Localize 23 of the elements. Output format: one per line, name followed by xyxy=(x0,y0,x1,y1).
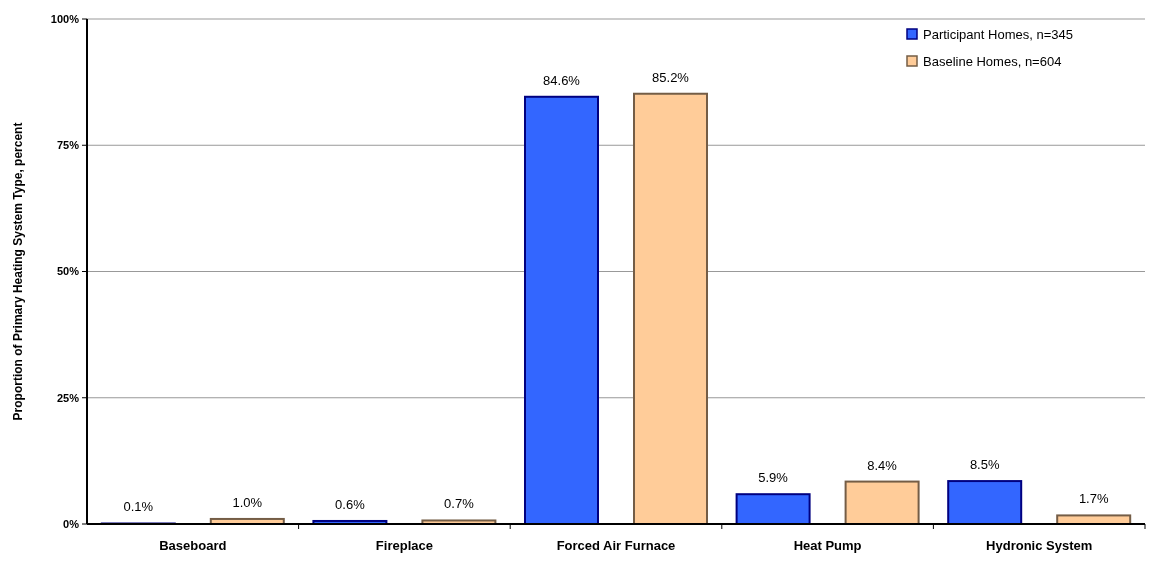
x-tick-label: Hydronic System xyxy=(986,538,1093,553)
data-label: 0.7% xyxy=(444,496,475,512)
data-label: 1.0% xyxy=(232,494,263,510)
data-label: 1.7% xyxy=(1078,491,1109,507)
data-label: 5.9% xyxy=(758,470,789,486)
data-label: 85.2% xyxy=(652,69,690,85)
y-tick-label: 0% xyxy=(63,517,80,530)
y-tick-label: 25% xyxy=(56,391,80,404)
x-tick-label: Baseboard xyxy=(159,538,227,553)
x-tick-label: Forced Air Furnace xyxy=(556,538,676,553)
legend-label: Baseline Homes, n=604 xyxy=(923,53,1062,69)
data-label: 8.5% xyxy=(969,457,1000,473)
y-tick-label: 100% xyxy=(50,12,80,25)
data-label: 0.6% xyxy=(335,496,366,512)
legend-label: Participant Homes, n=345 xyxy=(923,26,1073,42)
data-label: 0.1% xyxy=(123,499,154,515)
data-label: 8.4% xyxy=(867,457,898,473)
data-label: 84.6% xyxy=(543,72,581,88)
y-tick-label: 75% xyxy=(56,139,80,152)
y-tick-label: 50% xyxy=(56,265,80,278)
y-axis-title: Proportion of Primary Heating System Type, percent xyxy=(11,122,25,421)
x-tick-label: Heat Pump xyxy=(793,538,862,553)
x-tick-label: Fireplace xyxy=(375,538,433,553)
